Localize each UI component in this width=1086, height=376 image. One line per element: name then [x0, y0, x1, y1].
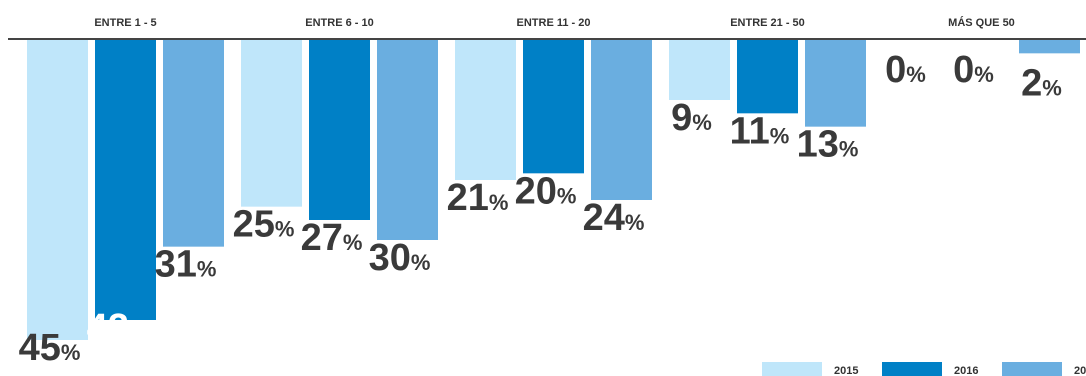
category-label-2: ENTRE 6 - 10: [305, 17, 373, 29]
bar-2015-1: [27, 40, 88, 340]
bar-2016-3: [523, 40, 584, 174]
value-label-2016-2: 27%: [301, 217, 363, 259]
bar-2015-3: [455, 40, 516, 180]
category-label-5: MÁS QUE 50: [948, 16, 1015, 29]
category-label-1: ENTRE 1 - 5: [94, 17, 156, 29]
legend-label-2015: 2015: [834, 365, 858, 376]
category-labels: ENTRE 1 - 5 ENTRE 6 - 10 ENTRE 11 - 20 ENTR…: [94, 16, 1015, 29]
value-label-20-1: 31%: [155, 244, 217, 286]
value-label-2015-5: 0%: [885, 49, 926, 91]
value-label-2015-4: 9%: [671, 97, 712, 139]
value-label-2015-2: 25%: [233, 204, 295, 246]
bar-20-2: [377, 40, 438, 240]
legend: 2015 2016 20: [762, 362, 1086, 376]
bar-20-5: [1019, 40, 1080, 54]
value-labels: 45%42%31% 25% 27% 30% 21% 20%24% 9% 11% 13% 0% 0% 2…: [19, 49, 1062, 369]
value-label-2016-4: 11%: [730, 110, 790, 152]
legend-swatch-2016: [882, 362, 942, 376]
value-label-2016-1: 42%: [87, 307, 149, 349]
legend-swatch-20: [1002, 362, 1062, 376]
value-label-2016-5: 0%: [953, 49, 994, 91]
category-label-4: ENTRE 21 - 50: [730, 17, 805, 29]
value-label-20-2: 30%: [369, 237, 431, 279]
value-label-2015-3: 21%: [447, 177, 509, 219]
bar-20-4: [805, 40, 866, 127]
bar-2015-4: [669, 40, 730, 100]
value-label-20-4: 13%: [797, 124, 859, 166]
legend-label-20: 20: [1074, 365, 1086, 376]
value-label-20-5: 2%: [1021, 62, 1062, 104]
value-label-2016-3: 20%: [515, 170, 577, 212]
bar-2015-2: [241, 40, 302, 207]
value-label-2015-1: 45%: [19, 327, 81, 369]
legend-swatch-2015: [762, 362, 822, 376]
bar-20-1: [163, 40, 224, 247]
bars: [27, 40, 1080, 340]
bar-2016-2: [309, 40, 370, 220]
bar-2016-4: [737, 40, 798, 114]
bar-20-3: [591, 40, 652, 200]
legend-label-2016: 2016: [954, 365, 978, 376]
category-label-3: ENTRE 11 - 20: [517, 17, 591, 29]
value-label-20-3: 24%: [583, 197, 645, 239]
bar-2016-1: [95, 40, 156, 320]
